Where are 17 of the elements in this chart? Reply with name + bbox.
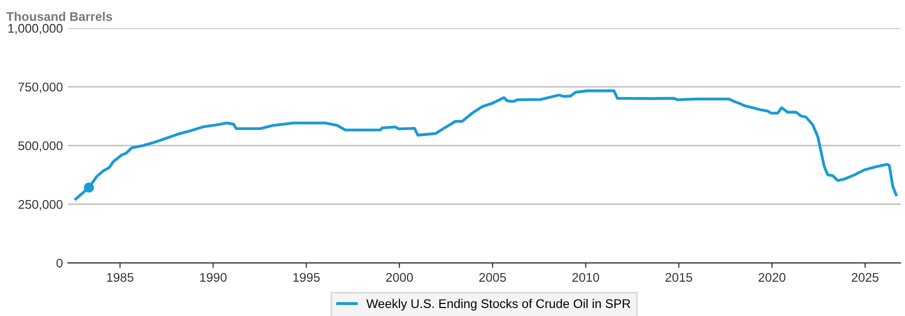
y-axis-title: Thousand Barrels	[6, 12, 112, 21]
x-tick-label: 2020	[758, 272, 786, 282]
x-tick-label: 1985	[107, 272, 134, 282]
y-tick-label: 750,000	[18, 82, 63, 93]
line-series	[74, 89, 898, 200]
x-tick-label: 2010	[572, 272, 600, 282]
x-tick-label: 2025	[852, 272, 878, 282]
x-tick-label: 2015	[666, 272, 692, 282]
y-tick-label: 500,000	[18, 141, 63, 152]
x-tick-label: 1990	[200, 272, 227, 282]
y-tick-label: 250,000	[18, 200, 63, 210]
x-tick-label: 1995	[293, 272, 320, 282]
y-tick-label: 0	[56, 258, 63, 268]
x-tick-label: 2005	[479, 272, 506, 282]
y-tick-label: 1,000,000	[8, 24, 63, 34]
legend-label: Weekly U.S. Ending Stocks of Crude Oil in SPR	[366, 298, 630, 311]
x-tick-label: 2000	[386, 272, 413, 282]
